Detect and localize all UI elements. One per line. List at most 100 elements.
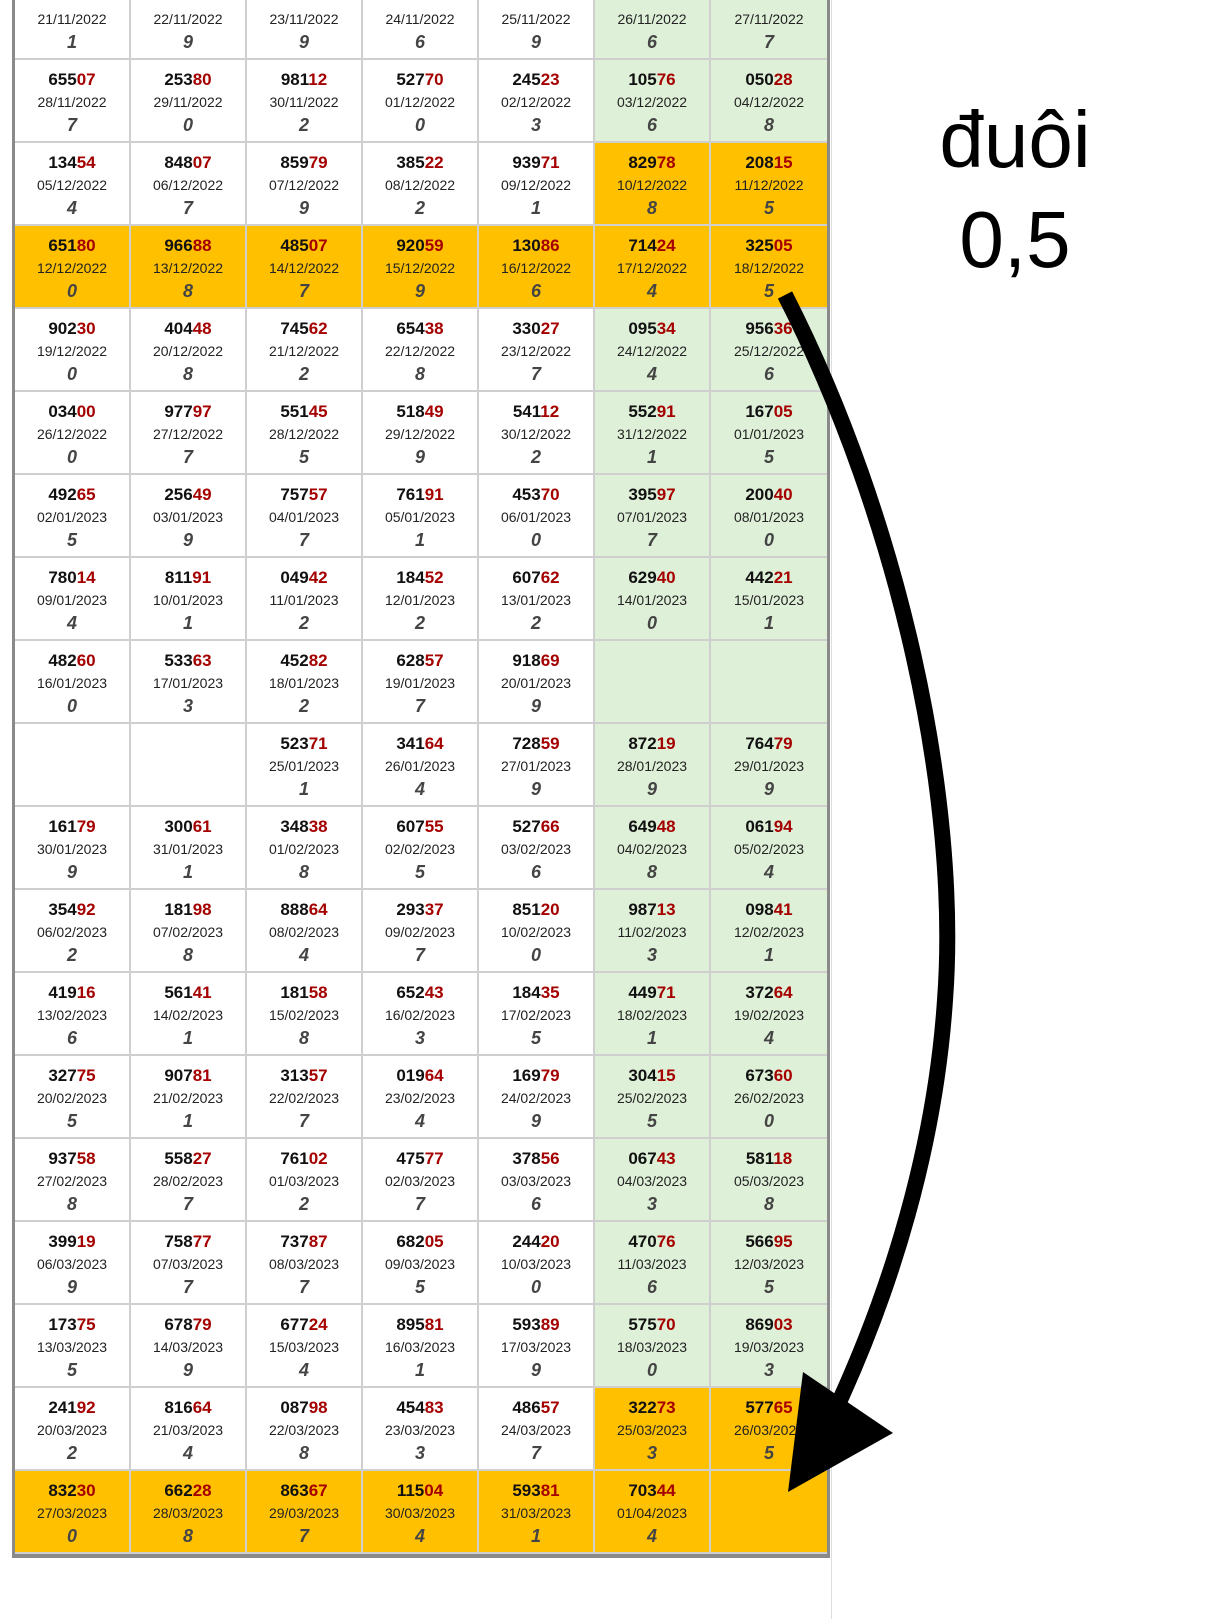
result-date: 05/03/2023 xyxy=(733,1173,805,1189)
result-cell: 20040 08/01/2023 0 xyxy=(711,475,827,558)
number-head: 677 xyxy=(280,1315,309,1334)
result-date: 26/01/2023 xyxy=(384,758,456,774)
result-cell: 59381 31/03/2023 1 xyxy=(479,1471,595,1554)
result-date: 30/03/2023 xyxy=(384,1505,456,1521)
result-date: 03/01/2023 xyxy=(152,509,224,525)
result-cell: 57570 18/03/2023 0 xyxy=(595,1305,711,1388)
result-digit: 3 xyxy=(646,945,657,965)
result-date: 02/12/2022 xyxy=(500,94,572,110)
number-tail: 40 xyxy=(773,485,793,504)
result-cell: 25/11/2022 9 xyxy=(479,0,595,60)
result-cell: 22/11/2022 9 xyxy=(131,0,247,60)
result-cell: 04942 11/01/2023 2 xyxy=(247,558,363,641)
result-date: 12/01/2023 xyxy=(384,592,456,608)
result-date: 06/03/2023 xyxy=(36,1256,108,1272)
number-tail: 73 xyxy=(656,1398,676,1417)
result-number: 32775 xyxy=(15,1065,129,1087)
result-number: 48507 xyxy=(247,235,361,257)
result-number: 86367 xyxy=(247,1480,361,1502)
number-head: 902 xyxy=(48,319,77,338)
number-head: 115 xyxy=(396,1481,425,1500)
number-tail: 92 xyxy=(76,900,96,919)
number-tail: 21 xyxy=(773,568,793,587)
number-head: 475 xyxy=(396,1149,425,1168)
result-digit: 7 xyxy=(530,1443,541,1463)
result-number xyxy=(247,0,361,8)
result-date: 29/03/2023 xyxy=(268,1505,340,1521)
result-digit: 7 xyxy=(66,115,77,135)
result-cell: 18198 07/02/2023 8 xyxy=(131,890,247,973)
result-cell: 37264 19/02/2023 4 xyxy=(711,973,827,1056)
result-digit: 1 xyxy=(414,530,425,550)
result-cell: 32505 18/12/2022 5 xyxy=(711,226,827,309)
result-number: 48657 xyxy=(479,1397,593,1419)
table-row: 17375 13/03/2023 5 67879 14/03/2023 9 67724 15/… xyxy=(15,1305,827,1388)
number-tail: 92 xyxy=(76,1398,96,1417)
number-tail: 80 xyxy=(76,236,96,255)
number-tail: 77 xyxy=(192,1232,212,1251)
number-head: 714 xyxy=(628,236,657,255)
number-head: 987 xyxy=(628,900,657,919)
number-head: 649 xyxy=(628,817,657,836)
result-date: 26/11/2022 xyxy=(617,11,687,27)
number-tail: 58 xyxy=(76,1149,96,1168)
result-date: 16/12/2022 xyxy=(500,260,572,276)
result-cell: 57765 26/03/2023 5 xyxy=(711,1388,827,1471)
result-number: 45282 xyxy=(247,650,361,672)
number-head: 888 xyxy=(280,900,309,919)
result-date: 10/12/2022 xyxy=(616,177,688,193)
result-date: 16/03/2023 xyxy=(384,1339,456,1355)
number-head: 552 xyxy=(628,402,657,421)
result-number: 57765 xyxy=(711,1397,827,1419)
result-number: 33027 xyxy=(479,318,593,340)
number-tail: 54 xyxy=(76,153,96,172)
number-head: 869 xyxy=(745,1315,774,1334)
result-cell: 65243 16/02/2023 3 xyxy=(363,973,479,1056)
result-number: 41916 xyxy=(15,982,129,1004)
result-number xyxy=(131,0,245,8)
table-row: 03400 26/12/2022 0 97797 27/12/2022 7 55145 28/… xyxy=(15,392,827,475)
result-digit: 5 xyxy=(530,1028,541,1048)
result-date: 31/01/2023 xyxy=(152,841,224,857)
result-date: 18/12/2022 xyxy=(733,260,805,276)
result-cell: 98112 30/11/2022 2 xyxy=(247,60,363,143)
result-number: 93758 xyxy=(15,1148,129,1170)
result-date: 14/02/2023 xyxy=(152,1007,224,1023)
result-date: 09/01/2023 xyxy=(36,592,108,608)
result-date: 19/02/2023 xyxy=(733,1007,805,1023)
result-date: 02/02/2023 xyxy=(384,841,456,857)
result-date: 13/01/2023 xyxy=(500,592,572,608)
result-cell: 21/11/2022 1 xyxy=(15,0,131,60)
result-digit: 4 xyxy=(646,364,657,384)
result-number: 74562 xyxy=(247,318,361,340)
number-head: 757 xyxy=(280,485,309,504)
result-cell xyxy=(711,641,827,724)
number-tail: 14 xyxy=(76,568,96,587)
result-date: 28/02/2023 xyxy=(152,1173,224,1189)
result-number: 34164 xyxy=(363,733,477,755)
result-number: 67724 xyxy=(247,1314,361,1336)
number-tail: 49 xyxy=(192,485,212,504)
result-number: 03400 xyxy=(15,401,129,423)
result-digit: 0 xyxy=(763,530,774,550)
result-digit: 6 xyxy=(530,281,541,301)
number-tail: 27 xyxy=(540,319,560,338)
result-cell: 06743 04/03/2023 3 xyxy=(595,1139,711,1222)
result-cell: 78014 09/01/2023 4 xyxy=(15,558,131,641)
result-number: 89581 xyxy=(363,1314,477,1336)
number-head: 745 xyxy=(280,319,309,338)
number-tail: 64 xyxy=(192,1398,212,1417)
number-head: 541 xyxy=(512,402,541,421)
result-number: 25380 xyxy=(131,69,245,91)
result-digit: 5 xyxy=(414,1277,425,1297)
number-tail: 05 xyxy=(773,236,793,255)
result-date: 12/03/2023 xyxy=(733,1256,805,1272)
result-cell: 38522 08/12/2022 2 xyxy=(363,143,479,226)
result-digit: 8 xyxy=(763,115,774,135)
result-number: 55827 xyxy=(131,1148,245,1170)
number-tail: 97 xyxy=(192,402,212,421)
result-number: 58118 xyxy=(711,1148,827,1170)
result-number: 71424 xyxy=(595,235,709,257)
number-head: 244 xyxy=(512,1232,541,1251)
result-digit: 1 xyxy=(66,32,77,52)
